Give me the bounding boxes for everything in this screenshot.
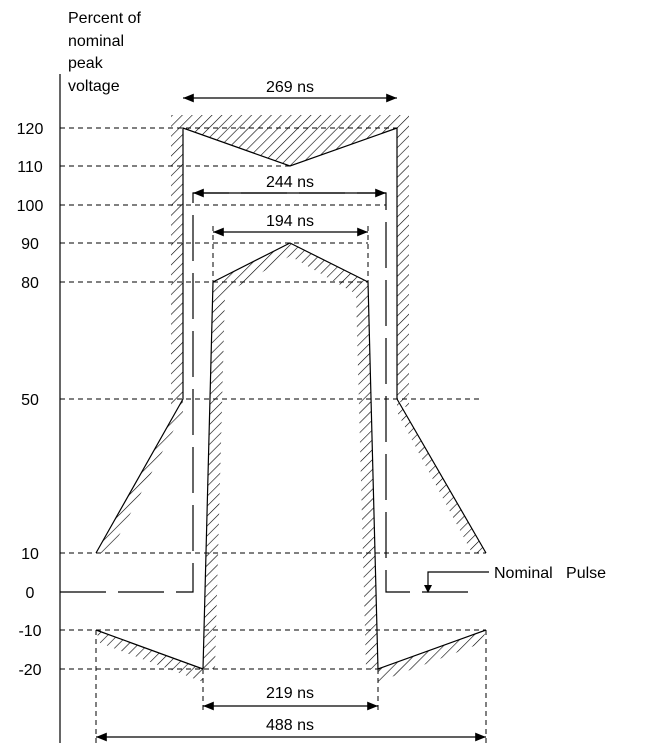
tick-0: 0 — [26, 585, 35, 602]
upper-mask-top-hatch — [183, 115, 397, 166]
reference-lines — [60, 127, 486, 670]
y-axis-title-line-1: Percent of — [68, 10, 141, 27]
tick-120: 120 — [17, 121, 44, 138]
upper-mask — [95, 115, 487, 554]
lower-mask-left-undershoot — [95, 629, 204, 670]
upper-mask-left-hatch — [171, 115, 183, 410]
callout-arrowhead — [424, 585, 432, 593]
tick-50: 50 — [21, 392, 39, 409]
y-axis-title-line-3: peak — [68, 55, 104, 72]
y-axis-title: Percent of nominal peak voltage — [68, 10, 141, 95]
lower-mask-hatch — [203, 243, 378, 669]
y-tick-labels: 120 110 100 90 80 50 10 0 -10 -20 — [17, 121, 44, 679]
lower-mask-right-undershoot — [377, 629, 487, 670]
nominal-pulse-callout: Nominal Pulse — [424, 565, 606, 593]
lower-mask-outline — [202, 242, 379, 670]
tick-110: 110 — [17, 159, 43, 176]
callout-leader-line — [427, 571, 489, 588]
dimension-labels: 269 ns 244 ns 194 ns 219 ns 488 ns — [266, 79, 314, 734]
y-axis-title-line-2: nominal — [68, 33, 124, 50]
vertical-guides — [95, 226, 487, 743]
upper-mask-outline — [95, 127, 487, 554]
dim-label-269: 269 ns — [266, 79, 314, 96]
tick-100: 100 — [17, 198, 44, 215]
lower-mask-left-undershoot-hatch — [96, 630, 203, 682]
y-axis-title-line-4: voltage — [68, 78, 120, 95]
tick-90: 90 — [21, 236, 39, 253]
upper-mask-right-hatch — [397, 115, 409, 410]
dim-label-219: 219 ns — [266, 685, 314, 702]
dim-label-244: 244 ns — [266, 174, 314, 191]
tick-minus-20: -20 — [18, 662, 41, 679]
dim-label-488: 488 ns — [266, 717, 314, 734]
tick-10: 10 — [21, 546, 39, 563]
lower-mask-right-undershoot-hatch — [378, 630, 486, 682]
lower-mask — [95, 242, 487, 682]
dim-label-194: 194 ns — [266, 213, 314, 230]
dimension-arrows — [96, 93, 486, 742]
nominal-pulse-label: Nominal Pulse — [494, 565, 606, 582]
tick-80: 80 — [21, 275, 39, 292]
tick-minus-10: -10 — [18, 623, 41, 640]
nominal-pulse-trace — [60, 192, 476, 593]
